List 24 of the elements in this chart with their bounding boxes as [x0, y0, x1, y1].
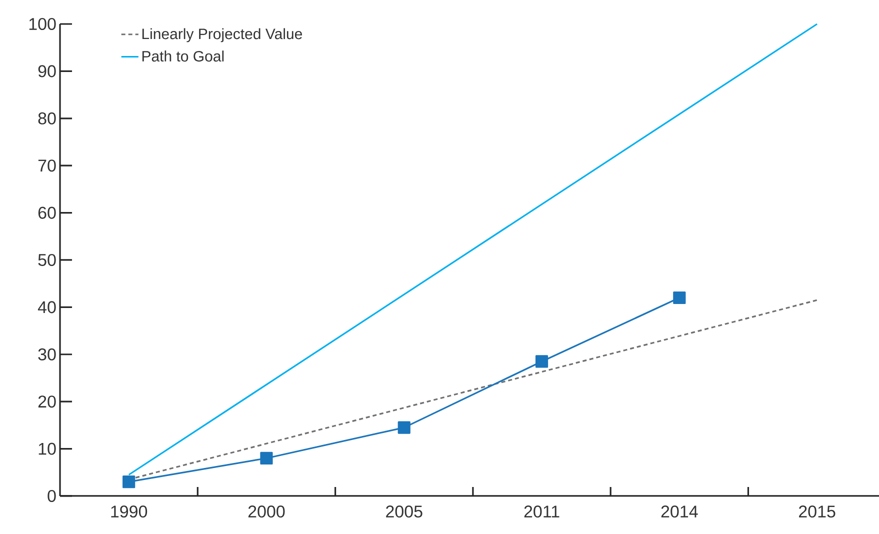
- x-tick-label: 1990: [111, 506, 148, 518]
- point: [260, 452, 273, 465]
- x-tick-label: 2015: [799, 506, 836, 518]
- y-tick-label: 50: [38, 254, 56, 266]
- point: [122, 476, 136, 488]
- x-tick-label: 2011: [524, 506, 560, 518]
- y-tick-label: 0: [48, 490, 56, 502]
- y-tick-label: 100: [29, 18, 56, 30]
- point: [673, 291, 686, 304]
- point: [398, 421, 410, 434]
- y-tick-label: 60: [38, 206, 56, 219]
- y-tick-label: 20: [38, 396, 56, 408]
- y-tick-label: 30: [38, 348, 56, 360]
- x-tick-label: 2000: [248, 506, 285, 518]
- point: [535, 355, 548, 368]
- y-tick-label: 80: [38, 112, 56, 124]
- x-tick-label: 2005: [386, 506, 422, 518]
- y-tick-label: 10: [38, 442, 56, 455]
- legend-label: Path to Goal: [142, 50, 224, 62]
- x-tick-label: 2014: [661, 506, 698, 518]
- y-tick-label: 90: [38, 65, 56, 78]
- y-tick-label: 70: [38, 160, 56, 172]
- legend-label: Linearly Projected Value: [142, 28, 302, 42]
- y-tick-label: 40: [38, 301, 56, 314]
